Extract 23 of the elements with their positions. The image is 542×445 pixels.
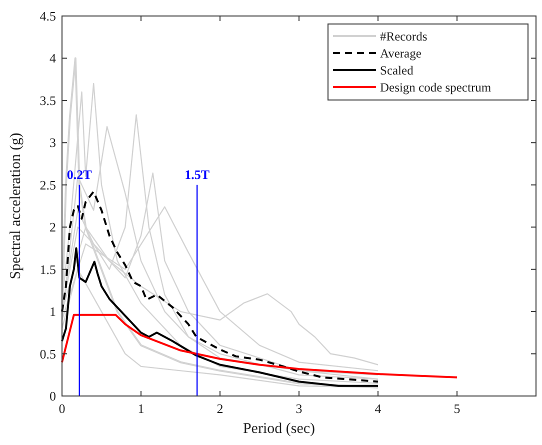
y-tick-label: 2 — [50, 220, 56, 235]
x-tick-label: 1 — [138, 401, 144, 416]
legend-label: #Records — [380, 30, 428, 44]
y-tick-label: 1.5 — [40, 262, 56, 277]
y-tick-label: 3 — [50, 135, 56, 150]
legend-label: Design code spectrum — [380, 80, 492, 94]
x-tick-label: 3 — [296, 401, 302, 416]
annotation: 0.2T — [66, 166, 92, 182]
x-axis-title: Period (sec) — [242, 421, 316, 437]
y-tick-label: 2.5 — [40, 177, 56, 192]
legend-label: Scaled — [380, 64, 414, 78]
y-tick-label: 4.5 — [40, 8, 56, 24]
y-tick-label: 0.5 — [40, 346, 56, 362]
x-tick-label: 5 — [454, 401, 460, 416]
x-tick-label: 4 — [374, 401, 382, 416]
annotation: 1.5T — [184, 166, 210, 182]
y-tick-label: 1 — [50, 304, 56, 320]
y-tick-label: 0 — [50, 388, 56, 404]
y-axis-title: Spectral acceleration (g) — [8, 132, 24, 280]
y-tick-label: 4 — [50, 50, 56, 66]
y-tick-label: 3.5 — [40, 92, 56, 108]
x-tick-label: 2 — [216, 401, 224, 416]
legend-label: Average — [380, 46, 422, 60]
